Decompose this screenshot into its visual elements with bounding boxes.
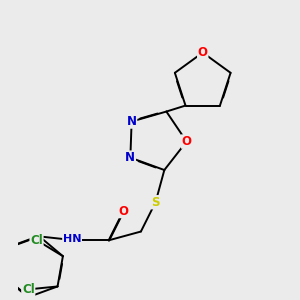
Text: O: O bbox=[198, 46, 208, 59]
Text: Cl: Cl bbox=[30, 234, 43, 247]
Text: Cl: Cl bbox=[22, 283, 34, 296]
Text: O: O bbox=[182, 135, 192, 148]
Text: N: N bbox=[125, 151, 135, 164]
Text: S: S bbox=[151, 196, 160, 209]
Text: HN: HN bbox=[63, 234, 81, 244]
Text: O: O bbox=[118, 205, 128, 218]
Text: N: N bbox=[127, 115, 136, 128]
